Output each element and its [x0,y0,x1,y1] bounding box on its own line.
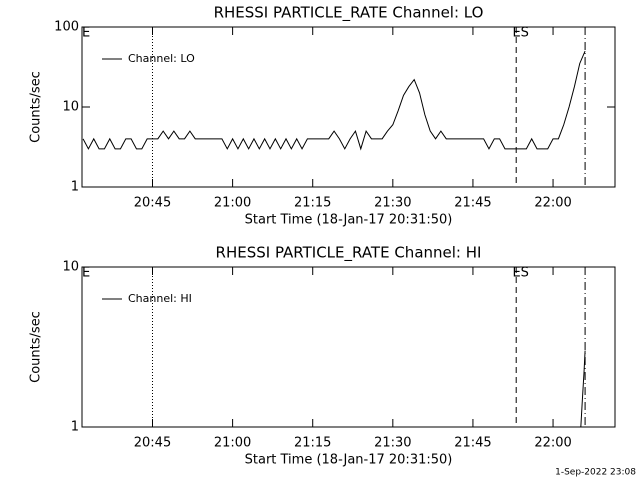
y-axis-title: Counts/sec [29,71,44,143]
legend-label: Channel: HI [128,292,192,305]
y-tick-label: 1 [71,180,79,195]
chart-title: RHESSI PARTICLE_RATE Channel: LO [214,4,484,23]
y-tick-label: 100 [54,20,79,35]
annotation: E [82,266,90,281]
x-tick-label: 20:45 [134,196,171,211]
x-tick-label: 21:15 [294,196,331,211]
plot-frame [81,266,616,428]
data-line [82,50,586,151]
legend-label: Channel: LO [128,52,195,65]
x-axis-title: Start Time (18-Jan-17 20:31:50) [245,453,453,468]
x-tick-label: 21:45 [454,196,491,211]
y-tick-label: 10 [62,100,79,115]
annotation: ES [512,26,528,41]
y-tick-label: 10 [62,260,79,275]
x-tick-label: 21:15 [294,436,331,451]
x-tick-label: 20:45 [134,436,171,451]
chart-title: RHESSI PARTICLE_RATE Channel: HI [216,244,482,263]
y-tick-label: 1 [71,420,79,435]
footer: 1-Sep-2022 23:08 [555,468,636,478]
annotation: ES [512,266,528,281]
data-line [580,350,586,428]
x-tick-label: 21:30 [374,196,411,211]
x-tick-label: 22:00 [534,436,571,451]
x-axis-title: Start Time (18-Jan-17 20:31:50) [245,213,453,228]
y-axis-title: Counts/sec [29,311,44,383]
x-tick-label: 21:45 [454,436,491,451]
x-tick-label: 21:30 [374,436,411,451]
annotation: E [82,26,90,41]
x-tick-label: 22:00 [534,196,571,211]
x-tick-label: 21:00 [214,196,251,211]
x-tick-label: 21:00 [214,436,251,451]
